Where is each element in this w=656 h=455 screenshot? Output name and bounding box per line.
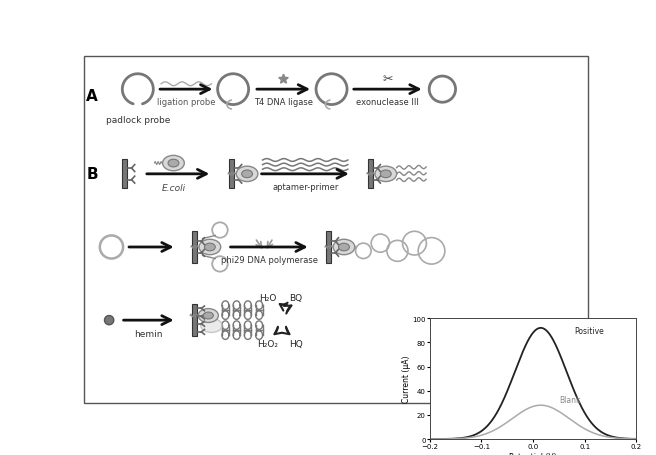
Ellipse shape bbox=[338, 243, 350, 251]
Ellipse shape bbox=[236, 167, 258, 182]
Bar bbox=[326, 231, 331, 263]
Text: T4 DNA ligase: T4 DNA ligase bbox=[254, 98, 313, 106]
Text: ligation probe: ligation probe bbox=[157, 98, 215, 106]
Ellipse shape bbox=[168, 160, 179, 167]
Ellipse shape bbox=[333, 240, 355, 255]
Circle shape bbox=[104, 316, 113, 325]
Ellipse shape bbox=[198, 309, 218, 323]
Bar bbox=[367, 160, 373, 189]
Bar bbox=[192, 231, 197, 263]
Text: Positive: Positive bbox=[575, 326, 604, 335]
X-axis label: Potential (V): Potential (V) bbox=[509, 452, 557, 455]
Ellipse shape bbox=[201, 319, 222, 333]
Text: Blank: Blank bbox=[559, 394, 581, 404]
Text: BQ: BQ bbox=[289, 293, 302, 302]
Polygon shape bbox=[279, 75, 288, 84]
Text: H₂O: H₂O bbox=[259, 293, 277, 302]
Text: HQ: HQ bbox=[289, 339, 303, 348]
Text: hemin: hemin bbox=[134, 329, 163, 338]
Ellipse shape bbox=[375, 167, 397, 182]
Ellipse shape bbox=[205, 243, 215, 251]
Ellipse shape bbox=[241, 171, 253, 178]
Ellipse shape bbox=[380, 171, 391, 178]
Text: aptamer-primer: aptamer-primer bbox=[272, 182, 338, 191]
Text: ✂: ✂ bbox=[382, 73, 393, 86]
Text: B: B bbox=[86, 167, 98, 182]
Text: padlock probe: padlock probe bbox=[106, 116, 170, 125]
Ellipse shape bbox=[203, 313, 213, 319]
Bar bbox=[192, 304, 197, 337]
Bar bbox=[229, 160, 234, 189]
Text: A: A bbox=[86, 89, 98, 104]
Text: E.coli: E.coli bbox=[161, 184, 186, 192]
Bar bbox=[122, 160, 127, 189]
Y-axis label: Current (μA): Current (μA) bbox=[401, 355, 411, 403]
Text: phi29 DNA polymerase: phi29 DNA polymerase bbox=[221, 255, 318, 264]
Ellipse shape bbox=[163, 156, 184, 172]
Text: H₂O₂: H₂O₂ bbox=[258, 339, 279, 348]
Text: exonuclease III: exonuclease III bbox=[356, 98, 419, 106]
Ellipse shape bbox=[199, 240, 220, 255]
